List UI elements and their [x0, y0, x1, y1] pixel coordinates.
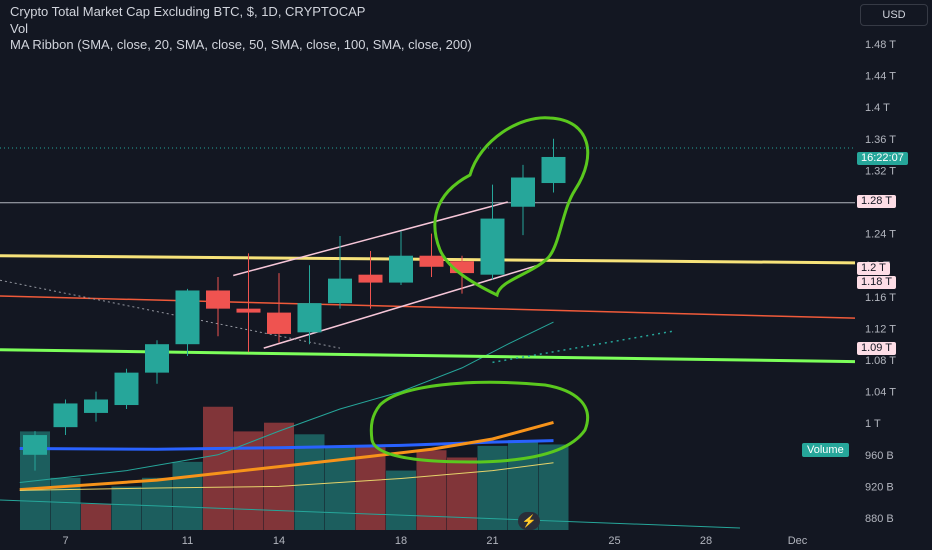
volume-bar: [538, 444, 569, 530]
volume-badge: Volume: [802, 443, 849, 457]
volume-bar: [386, 470, 416, 530]
moving-averages: [0, 321, 741, 529]
y-tick-label: 1 T: [865, 418, 881, 430]
candle-body[interactable]: [145, 344, 169, 373]
lightning-icon[interactable]: ⚡: [518, 512, 540, 530]
countdown-label: 16:22:07: [857, 152, 908, 165]
volume-bar: [355, 447, 386, 530]
volume-bar: [264, 422, 294, 530]
y-tick-label: 1.48 T: [865, 39, 896, 51]
volume-bar: [111, 486, 142, 530]
candle-body[interactable]: [267, 312, 291, 334]
ma-yellow-thin-line: [19, 462, 554, 491]
green-horizontal-line[interactable]: [0, 348, 856, 364]
candle-body[interactable]: [206, 290, 230, 309]
candle-body[interactable]: [114, 372, 139, 406]
volume-bar: [142, 477, 172, 530]
y-tick-label: 1.04 T: [865, 387, 896, 399]
y-tick-label: 1.32 T: [865, 165, 896, 177]
currency-button[interactable]: USD: [860, 4, 928, 26]
candle-body[interactable]: [511, 177, 535, 207]
ma-orange-line: [19, 420, 554, 492]
y-tick-label: 880 B: [865, 513, 894, 525]
freehand-drawings: [369, 116, 590, 464]
chart-legend: Crypto Total Market Cap Excluding BTC, $…: [10, 4, 472, 54]
price-label-green-line: 1.09 T: [857, 342, 896, 355]
price-label-yellow-line: 1.2 T: [857, 262, 890, 275]
candle-body[interactable]: [236, 308, 261, 313]
x-tick-label: 11: [182, 535, 193, 547]
y-tick-label: 1.24 T: [865, 229, 896, 241]
candle-body[interactable]: [419, 255, 444, 267]
candle-body[interactable]: [541, 156, 566, 184]
x-tick-label: 14: [273, 535, 285, 547]
y-tick-label: 1.4 T: [865, 102, 890, 114]
x-tick-label: Dec: [788, 535, 808, 547]
volume-bar: [477, 445, 508, 530]
candle-body[interactable]: [328, 278, 352, 304]
candle-body[interactable]: [480, 218, 505, 275]
x-tick-label: 28: [700, 535, 712, 547]
y-tick-label: 960 B: [865, 450, 894, 462]
candle-body[interactable]: [84, 399, 108, 413]
candle-body[interactable]: [297, 303, 322, 333]
candle-body[interactable]: [358, 274, 383, 283]
candle-body[interactable]: [389, 255, 413, 283]
candle-body[interactable]: [450, 261, 474, 274]
volume-bar: [81, 503, 111, 530]
dotted-trend-line-extension[interactable]: [492, 330, 676, 364]
volume-bar: [447, 457, 477, 530]
x-tick-label: 7: [62, 535, 68, 547]
volume-bar: [233, 431, 264, 530]
ma-teal-descending-line: [0, 499, 741, 529]
channel-line[interactable]: [233, 201, 508, 277]
y-tick-label: 1.08 T: [865, 355, 896, 367]
price-label-white-line: 1.28 T: [857, 195, 896, 208]
axes: 1.48 T 1.44 T 1.4 T 1.36 T 1.32 T 1.28 T 1.24 …: [0, 39, 896, 547]
candle-body[interactable]: [175, 290, 200, 345]
candle-body[interactable]: [53, 403, 78, 428]
volume-bar: [203, 406, 233, 530]
x-tick-label: 21: [486, 535, 498, 547]
drawing-circle-volume: [369, 380, 590, 464]
volume-bar: [172, 461, 203, 530]
symbol-title[interactable]: Crypto Total Market Cap Excluding BTC, $…: [10, 4, 366, 19]
price-label-channel: 1.18 T: [857, 276, 896, 289]
y-tick-label: 1.12 T: [865, 323, 896, 335]
volume-legend[interactable]: Vol: [10, 20, 29, 36]
drawing-circle-price: [433, 116, 590, 298]
x-tick-label: 25: [608, 535, 620, 547]
ma-teal-line: [19, 321, 554, 483]
y-tick-label: 1.36 T: [865, 134, 896, 146]
volume-bar: [294, 434, 325, 530]
drawn-lines: [0, 201, 856, 364]
y-tick-label: 1.16 T: [865, 292, 896, 304]
y-tick-label: 1.44 T: [865, 71, 896, 83]
red-horizontal-line[interactable]: [0, 295, 856, 319]
ma-blue-line: [19, 439, 554, 451]
ma-ribbon-legend[interactable]: MA Ribbon (SMA, close, 20, SMA, close, 5…: [10, 37, 472, 52]
y-tick-label: 920 B: [865, 481, 894, 493]
candles: [23, 138, 566, 471]
candle-body[interactable]: [23, 435, 47, 455]
x-tick-label: 18: [395, 535, 407, 547]
